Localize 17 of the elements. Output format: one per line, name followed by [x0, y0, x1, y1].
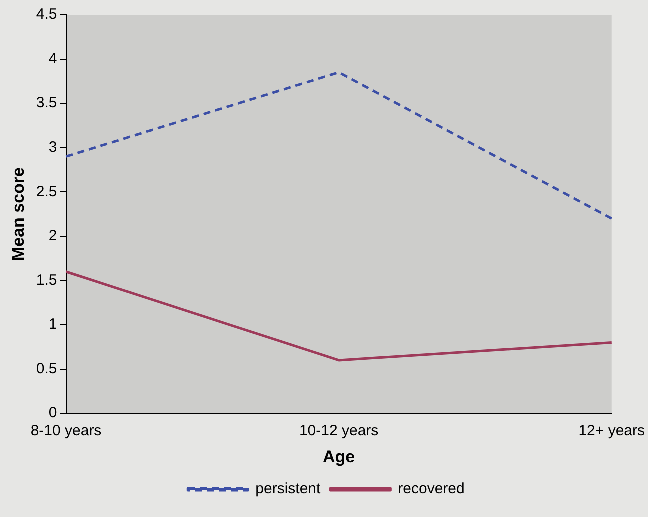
x-axis-title: Age — [322, 447, 356, 466]
legend-label: recovered — [398, 480, 465, 498]
y-tick-label: 3 — [48, 139, 58, 156]
y-tick-label: 1 — [48, 316, 58, 334]
y-tick-label: 0 — [48, 404, 58, 422]
x-tick-label: 10-12 years — [299, 422, 379, 440]
y-tick-label: 4.5 — [36, 6, 58, 24]
y-tick-label: 0.5 — [36, 360, 58, 378]
y-tick-label: 3.5 — [36, 94, 58, 112]
x-tick-label: 8-10 years — [30, 422, 102, 440]
y-tick-label: 2.5 — [36, 183, 58, 200]
y-axis-title: Mean score — [8, 168, 28, 262]
y-tick-label: 2 — [48, 228, 58, 245]
y-tick-label: 1.5 — [36, 272, 58, 289]
y-tick-label: 4 — [48, 50, 58, 68]
legend-label: persistent — [256, 480, 322, 498]
x-tick-label: 12+ years — [578, 422, 646, 440]
